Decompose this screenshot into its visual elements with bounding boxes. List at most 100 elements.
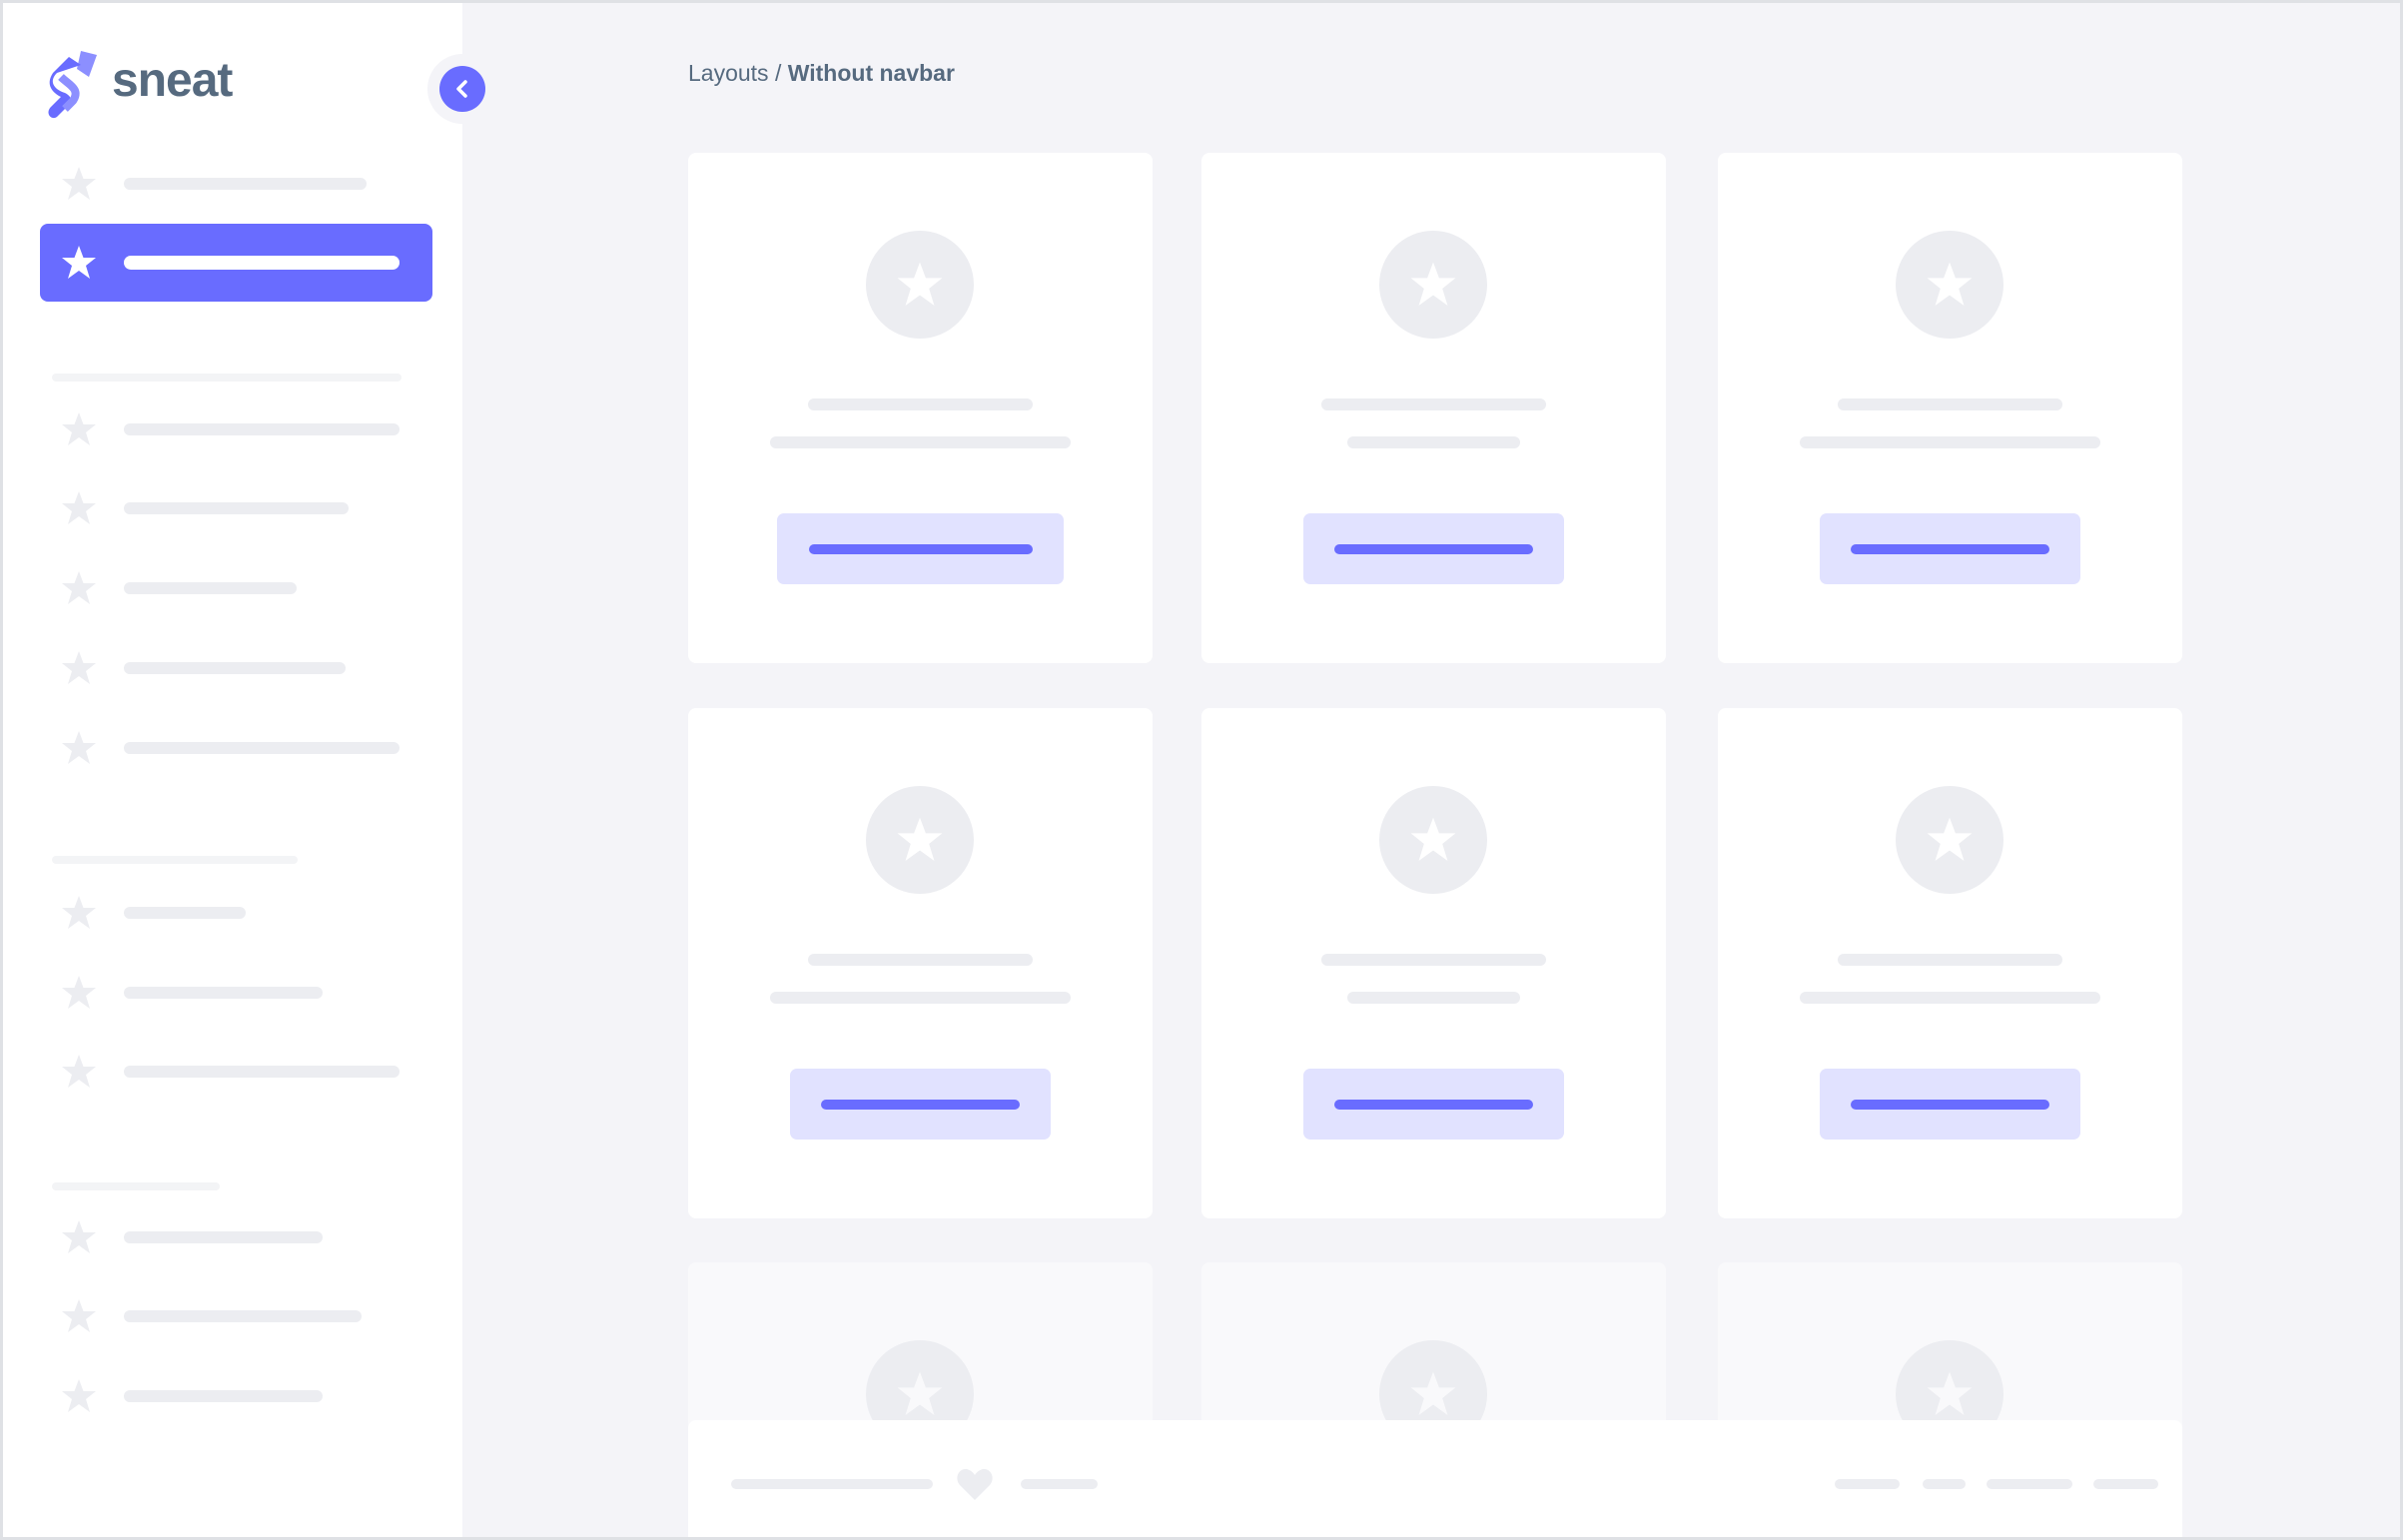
card-text-placeholder: [770, 436, 1071, 448]
card-title-placeholder: [1321, 954, 1546, 966]
card-button[interactable]: [1820, 1069, 2080, 1140]
footer-link[interactable]: [1835, 1479, 1900, 1489]
star-icon: [897, 262, 943, 307]
breadcrumb-parent[interactable]: Layouts: [688, 60, 769, 86]
card-button[interactable]: [1820, 513, 2080, 584]
heart-icon: [957, 1468, 993, 1500]
card-button-label-placeholder: [1334, 543, 1533, 554]
card-text-placeholder: [1347, 992, 1520, 1004]
star-icon: [62, 1299, 96, 1332]
footer: [688, 1420, 2182, 1537]
sidebar-item[interactable]: [40, 469, 432, 547]
sidebar-item-label-placeholder: [124, 1066, 400, 1078]
sidebar-item[interactable]: [40, 549, 432, 627]
breadcrumb-separator: /: [768, 60, 788, 86]
brand-name: sneat: [112, 54, 233, 107]
footer-text-placeholder: [731, 1479, 933, 1489]
card-avatar: [866, 231, 974, 339]
sidebar-item-label-placeholder: [124, 1231, 323, 1243]
sidebar-item[interactable]: [40, 1198, 432, 1276]
card-avatar: [866, 786, 974, 894]
star-icon: [1410, 1371, 1456, 1416]
star-icon: [62, 1379, 96, 1412]
card-title-placeholder: [808, 954, 1033, 966]
star-icon: [62, 167, 96, 200]
card-button-label-placeholder: [808, 543, 1033, 554]
card-title-placeholder: [1838, 954, 2062, 966]
star-icon: [1410, 262, 1456, 307]
sidebar-item[interactable]: [40, 874, 432, 952]
star-icon: [897, 1371, 943, 1416]
card: [688, 708, 1153, 1218]
card: [1202, 153, 1666, 663]
footer-link[interactable]: [2093, 1479, 2158, 1489]
card-button-label-placeholder: [1851, 1099, 2049, 1110]
star-icon: [62, 246, 96, 279]
sidebar-item-label-placeholder: [124, 1310, 362, 1322]
sidebar-item-label-placeholder: [124, 178, 367, 190]
star-icon: [62, 651, 96, 684]
star-icon: [62, 491, 96, 524]
card-text-placeholder: [1800, 992, 2100, 1004]
card-button-label-placeholder: [821, 1099, 1020, 1110]
star-icon: [1927, 817, 1973, 862]
card-avatar: [1379, 231, 1487, 339]
card-avatar: [1896, 231, 2003, 339]
sidebar-item[interactable]: [40, 390, 432, 468]
card-title-placeholder: [808, 398, 1033, 410]
breadcrumb-current: Without navbar: [787, 60, 955, 86]
sidebar-item[interactable]: [40, 709, 432, 787]
sidebar-item-label-placeholder: [124, 423, 400, 435]
sidebar-item-label-placeholder: [124, 582, 297, 594]
sidebar-item-label-placeholder: [124, 742, 400, 754]
card: [688, 153, 1153, 663]
card-button[interactable]: [777, 513, 1064, 584]
star-icon: [1927, 262, 1973, 307]
sneat-logo-icon: [48, 51, 97, 119]
card-title-placeholder: [1321, 398, 1546, 410]
sidebar-item[interactable]: [40, 145, 432, 223]
sidebar-item-label-placeholder: [124, 502, 349, 514]
sidebar-item[interactable]: [40, 1277, 432, 1355]
card: [1202, 708, 1666, 1218]
card-text-placeholder: [1347, 436, 1520, 448]
star-icon: [62, 1220, 96, 1253]
sidebar-item[interactable]: [40, 954, 432, 1032]
breadcrumb: Layouts / Without navbar: [688, 60, 955, 87]
sidebar-item-label-placeholder: [124, 907, 246, 919]
sidebar-collapse-button[interactable]: [439, 66, 485, 112]
card-text-placeholder: [770, 992, 1071, 1004]
sidebar-item[interactable]: [40, 1357, 432, 1435]
footer-link[interactable]: [1923, 1479, 1966, 1489]
card-button[interactable]: [1303, 513, 1564, 584]
sidebar-item[interactable]: [40, 224, 432, 302]
star-icon: [1927, 1371, 1973, 1416]
star-icon: [62, 412, 96, 445]
star-icon: [62, 731, 96, 764]
sidebar-divider: [52, 374, 401, 382]
app-window: sneat Layouts / Without navbar: [3, 3, 2400, 1537]
card: [1718, 708, 2182, 1218]
sidebar-item[interactable]: [40, 629, 432, 707]
star-icon: [62, 896, 96, 929]
card-text-placeholder: [1800, 436, 2100, 448]
footer-text-placeholder: [1021, 1479, 1098, 1489]
card-avatar: [1896, 786, 2003, 894]
sidebar-item-label-placeholder: [124, 662, 346, 674]
star-icon: [897, 817, 943, 862]
card-button[interactable]: [1303, 1069, 1564, 1140]
star-icon: [62, 1055, 96, 1088]
star-icon: [1410, 817, 1456, 862]
sidebar-item-label-placeholder: [124, 987, 323, 999]
card-button[interactable]: [790, 1069, 1051, 1140]
sidebar-divider: [52, 1182, 220, 1190]
sidebar-divider: [52, 856, 298, 864]
card-title-placeholder: [1838, 398, 2062, 410]
footer-link[interactable]: [1987, 1479, 2072, 1489]
sidebar-item-label-placeholder: [124, 256, 400, 270]
card-button-label-placeholder: [1851, 543, 2049, 554]
card: [1718, 153, 2182, 663]
chevron-left-icon: [456, 80, 467, 98]
sidebar-item[interactable]: [40, 1033, 432, 1111]
star-icon: [62, 976, 96, 1009]
